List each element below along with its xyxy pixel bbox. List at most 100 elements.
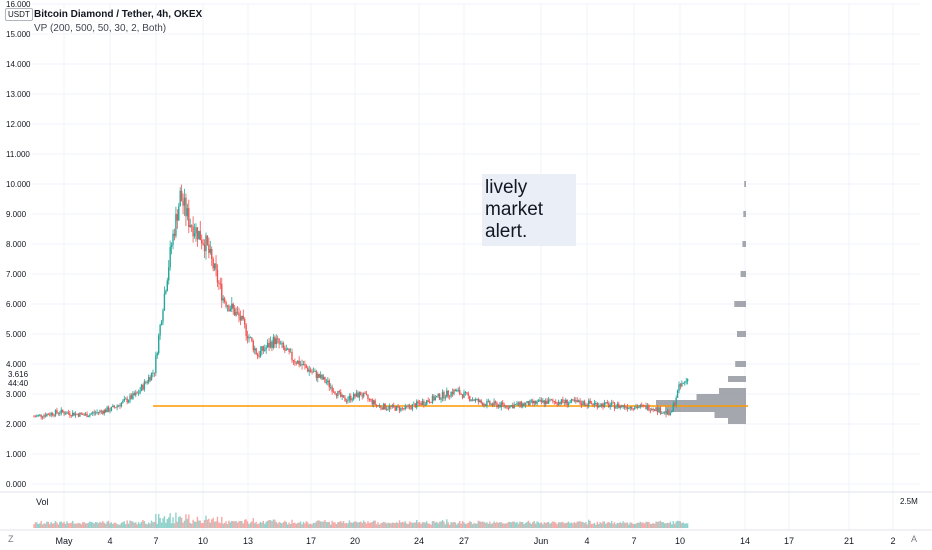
candle-body xyxy=(96,412,98,413)
volume-bar xyxy=(450,522,452,528)
volume-bar xyxy=(168,517,170,528)
candle-body xyxy=(606,402,609,404)
volume-bar xyxy=(298,522,300,528)
volume-bar xyxy=(557,522,560,528)
candle-body xyxy=(632,408,634,410)
candle-body xyxy=(190,225,193,227)
volume-bar xyxy=(628,524,630,528)
volume-bar xyxy=(140,521,143,528)
volume-bar xyxy=(622,521,624,528)
volume-bar xyxy=(666,522,669,528)
candle-body xyxy=(93,412,95,414)
x-tick-label: 4 xyxy=(107,536,112,546)
candle-body xyxy=(152,372,154,374)
volume-bar xyxy=(610,520,613,528)
volume-bar xyxy=(245,519,247,528)
candle-body xyxy=(543,400,545,405)
candle-body xyxy=(342,395,345,398)
candle-body xyxy=(447,390,449,396)
candle-body xyxy=(41,417,44,418)
candle-body xyxy=(401,407,404,409)
volume-bar xyxy=(142,519,144,528)
volume-bar xyxy=(301,524,303,528)
volume-bar xyxy=(179,516,181,528)
candle-body xyxy=(142,385,144,390)
candle-body xyxy=(327,380,329,383)
candle-body xyxy=(69,413,71,416)
volume-bar xyxy=(566,522,568,528)
candle-body xyxy=(636,406,639,408)
volume-bar xyxy=(516,521,518,528)
a-icon[interactable]: A xyxy=(911,534,918,544)
volume-bar xyxy=(56,522,58,528)
candle-body xyxy=(682,382,684,384)
volume-bar xyxy=(340,521,342,528)
candle-body xyxy=(261,346,263,351)
volume-bar xyxy=(150,520,153,528)
candle-body xyxy=(595,403,597,404)
z-icon[interactable]: Z xyxy=(8,534,14,544)
volume-profile-bar xyxy=(696,394,746,400)
volume-bar xyxy=(560,522,563,528)
symbol-title[interactable]: Bitcoin Diamond / Tether, 4h, OKEX xyxy=(34,9,203,20)
volume-bar xyxy=(487,523,490,528)
candle-body xyxy=(57,412,60,414)
volume-bar xyxy=(598,523,600,528)
volume-bar xyxy=(626,522,629,528)
volume-bar xyxy=(623,522,626,528)
volume-bar xyxy=(236,522,239,528)
candle-body xyxy=(519,401,521,406)
indicator-label[interactable]: VP (200, 500, 50, 30, 2, Both) xyxy=(34,23,167,34)
candle-body xyxy=(302,364,305,366)
volume-bar xyxy=(74,523,77,528)
candle-body xyxy=(44,415,47,417)
volume-bar xyxy=(609,523,611,528)
volume-bar xyxy=(671,524,673,528)
candle-body xyxy=(63,412,65,415)
candle-body xyxy=(248,337,250,339)
volume-bar xyxy=(319,521,322,528)
candle-body xyxy=(395,405,398,411)
volume-bar xyxy=(656,521,659,528)
candle-body xyxy=(596,403,598,408)
volume-bar xyxy=(216,516,219,528)
note-box[interactable]: lively market alert. xyxy=(482,174,576,246)
candle-body xyxy=(150,372,153,381)
volume-bar xyxy=(122,522,124,528)
volume-bar xyxy=(520,522,523,528)
y-tick-label: 12.000 xyxy=(6,120,31,129)
candle-body xyxy=(410,407,412,410)
candle-body xyxy=(642,405,644,406)
volume-bar xyxy=(570,522,573,528)
volume-bar xyxy=(391,522,394,528)
candle-body xyxy=(616,403,619,407)
volume-bar xyxy=(239,520,242,528)
currency-unit-badge[interactable]: USDT xyxy=(5,8,33,21)
candle-body xyxy=(149,377,151,381)
candle-body xyxy=(178,206,180,221)
candle-body xyxy=(86,413,88,418)
volume-bar xyxy=(504,523,507,528)
candle-body xyxy=(50,412,52,416)
volume-bar xyxy=(381,522,383,528)
candle-body xyxy=(77,414,80,417)
volume-bar xyxy=(61,522,64,528)
candle-body xyxy=(556,403,558,405)
volume-bar xyxy=(125,524,127,528)
candle-body xyxy=(291,351,293,361)
candle-body xyxy=(583,401,586,406)
candle-body xyxy=(176,214,179,221)
volume-bar xyxy=(526,521,528,528)
volume-bar xyxy=(235,520,237,528)
candle-body xyxy=(265,347,267,350)
candle-body xyxy=(562,399,564,403)
candle-body xyxy=(589,400,591,404)
volume-bar xyxy=(481,521,484,528)
volume-bar xyxy=(509,521,511,528)
candle-body xyxy=(43,415,45,418)
y-tick-label: 4.000 xyxy=(6,360,27,369)
candle-body xyxy=(420,403,422,406)
candle-body xyxy=(119,405,121,407)
candle-body xyxy=(254,348,256,351)
